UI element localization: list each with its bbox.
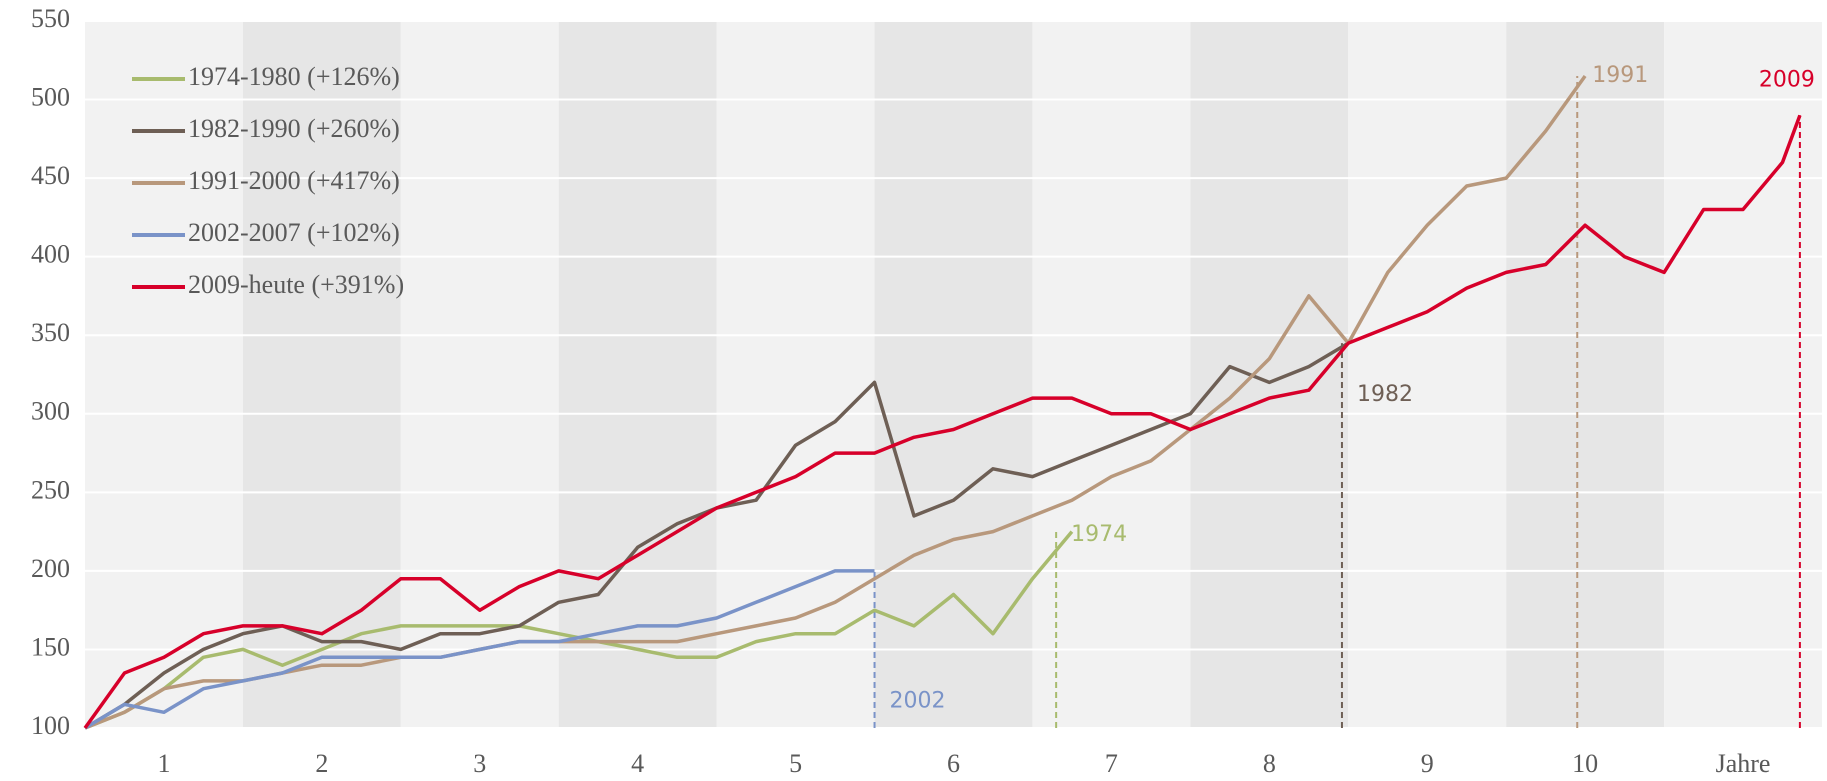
band (1348, 21, 1507, 728)
x-tick-label: 3 (473, 749, 486, 778)
x-tick-label: Jahre (1716, 749, 1771, 778)
legend-label: 2002-2007 (+102%) (188, 218, 400, 247)
series-line (83, 114, 1802, 730)
y-tick-label: 350 (31, 318, 70, 347)
y-tick-label: 100 (31, 711, 70, 740)
y-tick-label: 450 (31, 161, 70, 190)
y-tick-label: 550 (31, 4, 70, 33)
band (716, 21, 875, 728)
x-tick-label: 6 (947, 749, 960, 778)
annotation: 1974 (1071, 522, 1127, 547)
band (1190, 21, 1349, 728)
x-tick-label: 7 (1105, 749, 1118, 778)
legend-label: 1991-2000 (+417%) (188, 166, 400, 195)
x-tick-label: 10 (1572, 749, 1598, 778)
x-tick-label: 1 (157, 749, 170, 778)
band (1664, 21, 1822, 728)
x-tick-label: 4 (631, 749, 644, 778)
band (558, 21, 717, 728)
y-tick-label: 250 (31, 475, 70, 504)
y-tick-label: 400 (31, 240, 70, 269)
annotation: 2009 (1759, 68, 1815, 93)
annotation: 1991 (1592, 63, 1648, 88)
band (242, 21, 401, 728)
y-tick-label: 200 (31, 554, 70, 583)
legend-label: 2009-heute (+391%) (188, 270, 404, 299)
band (400, 21, 559, 728)
annotation: 1982 (1357, 382, 1413, 407)
x-tick-label: 5 (789, 749, 802, 778)
legend-label: 1974-1980 (+126%) (188, 62, 400, 91)
band (85, 21, 243, 728)
x-tick-label: 2 (315, 749, 328, 778)
y-tick-label: 500 (31, 83, 70, 112)
y-tick-label: 150 (31, 632, 70, 661)
y-tick-label: 300 (31, 397, 70, 426)
annotation: 2002 (890, 688, 946, 713)
series-line (84, 569, 875, 730)
legend-label: 1982-1990 (+260%) (188, 114, 400, 143)
band (1506, 21, 1665, 728)
series-line (84, 74, 1587, 730)
x-tick-label: 9 (1421, 749, 1434, 778)
band (1032, 21, 1191, 728)
band (874, 21, 1033, 728)
x-tick-label: 8 (1263, 749, 1276, 778)
